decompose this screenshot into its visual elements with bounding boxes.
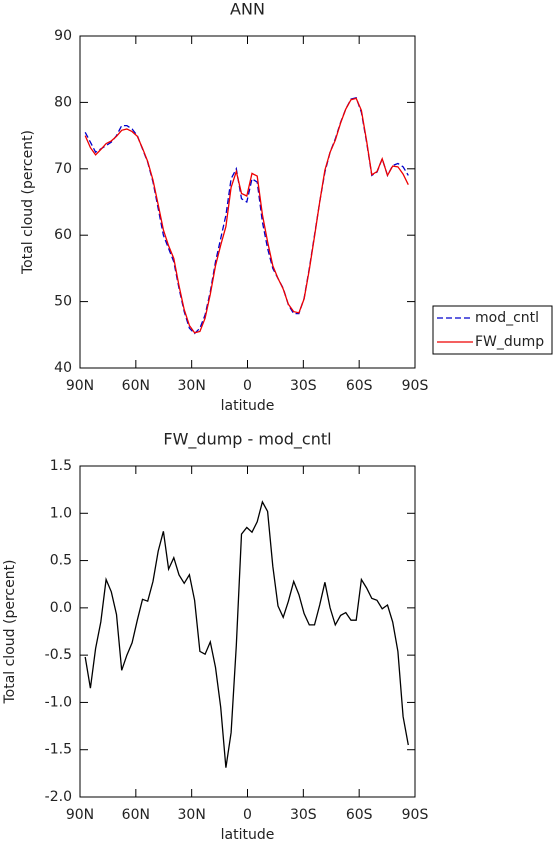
x-tick-label: 90S <box>402 378 429 394</box>
y-tick-label: 80 <box>54 94 72 110</box>
y-tick-label: 70 <box>54 161 72 177</box>
series-line <box>84 500 409 768</box>
x-tick-label: 90N <box>66 378 94 394</box>
legend-label: mod_cntl <box>475 310 539 326</box>
y-tick-label: 0.5 <box>50 553 72 569</box>
y-tick-label: -1.5 <box>45 742 72 758</box>
y-tick-label: 0.0 <box>50 600 72 616</box>
series-line <box>84 97 409 334</box>
y-tick-label: 1.0 <box>50 505 72 521</box>
x-tick-label: 60N <box>122 378 150 394</box>
x-tick-label: 30N <box>178 807 206 823</box>
y-tick-label: 1.5 <box>50 458 72 474</box>
plot-frame <box>79 465 416 798</box>
y-tick-label: 90 <box>54 28 72 44</box>
chart-title: ANN <box>230 0 265 19</box>
x-tick-label: 30S <box>290 378 317 394</box>
y-tick-label: 60 <box>54 227 72 243</box>
x-axis-label: latitude <box>221 398 275 414</box>
x-tick-label: 60N <box>122 807 150 823</box>
x-tick-label: 60S <box>346 378 373 394</box>
y-tick-label: -1.0 <box>45 694 72 710</box>
x-tick-label: 90S <box>402 807 429 823</box>
x-axis-label: latitude <box>221 827 275 843</box>
y-tick-label: -0.5 <box>45 647 72 663</box>
legend-label: FW_dump <box>475 334 544 350</box>
x-tick-label: 30N <box>178 378 206 394</box>
chart-title: FW_dump - mod_cntl <box>163 430 331 450</box>
y-tick-label: 50 <box>54 294 72 310</box>
y-tick-label: 40 <box>54 360 72 376</box>
y-axis-label: Total cloud (percent) <box>20 130 36 275</box>
plot-frame <box>79 35 416 369</box>
legend-box <box>432 305 553 355</box>
y-axis-label: Total cloud (percent) <box>2 559 18 704</box>
x-tick-label: 60S <box>346 807 373 823</box>
y-tick-label: -2.0 <box>45 789 72 805</box>
x-tick-label: 0 <box>243 378 252 394</box>
x-tick-label: 0 <box>243 807 252 823</box>
x-tick-label: 30S <box>290 807 317 823</box>
x-tick-label: 90N <box>66 807 94 823</box>
